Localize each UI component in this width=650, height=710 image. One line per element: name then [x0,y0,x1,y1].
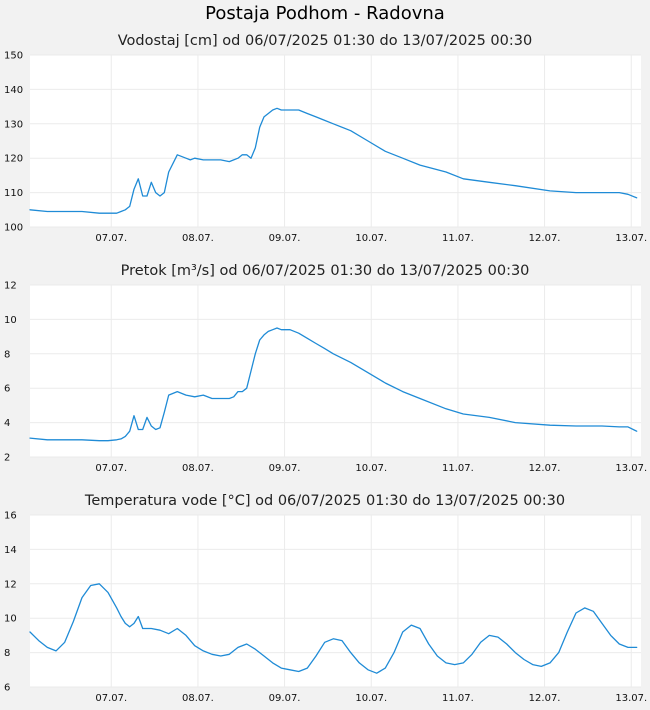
y-tick-label: 130 [4,119,23,130]
y-tick-label: 8 [4,648,10,659]
discharge-chart: Pretok [m³/s] od 06/07/2025 01:30 do 13/… [4,263,647,474]
x-tick-label: 13.07. [615,463,647,474]
x-tick-label: 07.07. [95,233,127,244]
x-tick-label: 08.07. [182,463,214,474]
x-tick-label: 10.07. [355,693,387,704]
y-tick-label: 14 [4,545,17,556]
chart-title: Vodostaj [cm] od 06/07/2025 01:30 do 13/… [118,33,532,49]
y-tick-label: 10 [4,315,17,326]
y-tick-label: 12 [4,281,17,292]
x-tick-label: 12.07. [529,693,561,704]
y-tick-label: 6 [4,683,10,694]
x-tick-label: 09.07. [269,233,301,244]
y-tick-label: 10 [4,614,17,625]
x-tick-label: 09.07. [269,463,301,474]
x-tick-label: 09.07. [269,693,301,704]
y-tick-label: 140 [4,85,23,96]
y-tick-label: 120 [4,154,23,165]
y-tick-label: 16 [4,511,17,522]
y-tick-label: 110 [4,188,23,199]
pretok-series-line [29,327,638,442]
x-tick-label: 08.07. [182,693,214,704]
temperatura-series-line [29,583,638,674]
x-tick-label: 08.07. [182,233,214,244]
vodostaj-series-line [29,107,638,214]
x-tick-label: 13.07. [615,693,647,704]
water-level-chart: Vodostaj [cm] od 06/07/2025 01:30 do 13/… [4,33,647,244]
x-tick-label: 13.07. [615,233,647,244]
chart-title: Temperatura vode [°C] od 06/07/2025 01:3… [84,493,565,509]
page-title: Postaja Podhom - Radovna [205,3,445,24]
x-tick-label: 07.07. [95,463,127,474]
y-tick-label: 4 [4,418,10,429]
y-tick-label: 12 [4,579,17,590]
y-tick-label: 150 [4,51,23,62]
y-tick-label: 6 [4,384,10,395]
x-tick-label: 07.07. [95,693,127,704]
plot-area [30,285,641,457]
x-tick-label: 11.07. [442,693,474,704]
plot-area [30,515,641,687]
x-tick-label: 11.07. [442,233,474,244]
chart-title: Pretok [m³/s] od 06/07/2025 01:30 do 13/… [121,263,530,279]
y-tick-label: 8 [4,349,10,360]
x-tick-label: 10.07. [355,233,387,244]
x-tick-label: 12.07. [529,233,561,244]
x-tick-label: 10.07. [355,463,387,474]
x-tick-label: 12.07. [529,463,561,474]
water-temperature-chart: Temperatura vode [°C] od 06/07/2025 01:3… [4,493,647,704]
x-tick-label: 11.07. [442,463,474,474]
plot-area [30,55,641,227]
y-tick-label: 2 [4,453,10,464]
y-tick-label: 100 [4,223,23,234]
